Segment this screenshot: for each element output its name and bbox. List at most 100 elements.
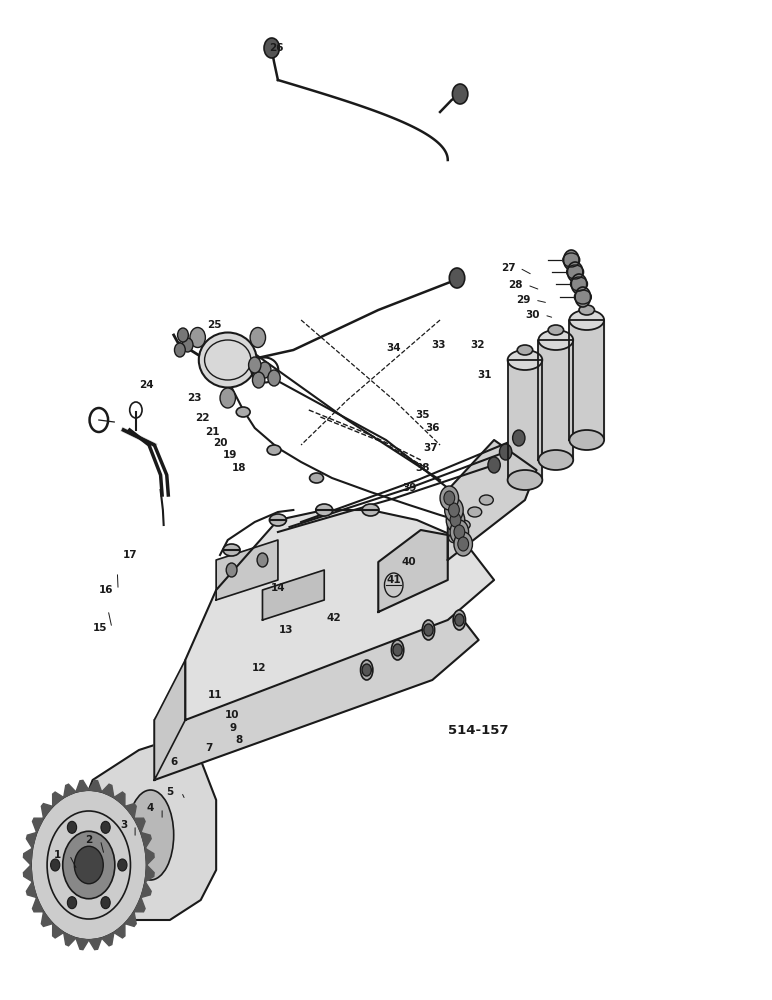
Ellipse shape (468, 507, 482, 517)
Circle shape (101, 821, 110, 833)
Polygon shape (102, 784, 114, 797)
Text: 12: 12 (252, 663, 266, 673)
Circle shape (31, 790, 147, 940)
Circle shape (444, 491, 455, 505)
Text: 10: 10 (225, 710, 239, 720)
Polygon shape (145, 848, 154, 865)
Polygon shape (66, 740, 216, 920)
Circle shape (259, 362, 271, 378)
Circle shape (174, 343, 185, 357)
Circle shape (571, 274, 587, 294)
Polygon shape (508, 360, 542, 480)
Circle shape (567, 262, 583, 282)
Text: 2: 2 (85, 835, 93, 845)
Text: 5: 5 (166, 787, 174, 797)
Polygon shape (125, 912, 136, 926)
Text: 13: 13 (279, 625, 293, 635)
Text: 16: 16 (100, 585, 113, 595)
Ellipse shape (422, 620, 435, 640)
Circle shape (449, 268, 465, 288)
Text: 37: 37 (424, 443, 438, 453)
Text: 18: 18 (232, 463, 246, 473)
Text: 29: 29 (516, 295, 530, 305)
Ellipse shape (267, 445, 281, 455)
Circle shape (268, 370, 280, 386)
Text: 514-157: 514-157 (449, 724, 509, 736)
Circle shape (250, 328, 266, 348)
Polygon shape (102, 933, 114, 946)
Text: 21: 21 (205, 427, 219, 437)
Polygon shape (42, 804, 52, 818)
Ellipse shape (361, 660, 373, 680)
Text: 8: 8 (235, 735, 243, 745)
Text: 14: 14 (271, 583, 285, 593)
Ellipse shape (391, 640, 404, 660)
Polygon shape (185, 510, 494, 720)
Text: 42: 42 (327, 613, 340, 623)
Ellipse shape (362, 504, 379, 516)
Text: 24: 24 (140, 380, 154, 390)
Text: 4: 4 (147, 803, 154, 813)
Ellipse shape (236, 407, 250, 417)
Text: 7: 7 (205, 743, 212, 753)
Text: 28: 28 (509, 280, 523, 290)
Text: 20: 20 (214, 438, 228, 448)
Polygon shape (76, 938, 89, 950)
Circle shape (488, 457, 500, 473)
Circle shape (458, 537, 469, 551)
Polygon shape (134, 818, 145, 832)
Ellipse shape (198, 332, 256, 387)
Polygon shape (538, 340, 573, 460)
Text: 22: 22 (195, 413, 209, 423)
Ellipse shape (127, 790, 174, 880)
Circle shape (575, 287, 591, 307)
Ellipse shape (508, 350, 542, 370)
Polygon shape (141, 832, 151, 848)
Text: 38: 38 (416, 463, 430, 473)
Text: 6: 6 (170, 757, 178, 767)
Ellipse shape (538, 450, 573, 470)
Text: 9: 9 (229, 723, 237, 733)
Ellipse shape (453, 610, 466, 630)
Polygon shape (154, 660, 185, 780)
Polygon shape (125, 804, 136, 818)
Circle shape (74, 846, 103, 884)
Text: 11: 11 (208, 690, 222, 700)
Circle shape (424, 624, 433, 636)
Text: 32: 32 (470, 340, 484, 350)
Polygon shape (114, 792, 125, 806)
Circle shape (101, 897, 110, 909)
Polygon shape (141, 882, 151, 898)
Text: 25: 25 (208, 320, 222, 330)
Ellipse shape (508, 470, 542, 490)
Text: 36: 36 (425, 423, 439, 433)
Polygon shape (378, 530, 448, 612)
Circle shape (190, 328, 205, 348)
Polygon shape (262, 570, 324, 620)
Circle shape (449, 503, 459, 517)
Polygon shape (448, 440, 537, 560)
Circle shape (454, 532, 472, 556)
Polygon shape (52, 792, 63, 806)
Polygon shape (89, 938, 102, 950)
Circle shape (67, 897, 76, 909)
Circle shape (178, 328, 188, 342)
Ellipse shape (456, 520, 470, 530)
Ellipse shape (569, 430, 604, 450)
Circle shape (182, 338, 193, 352)
Ellipse shape (316, 504, 333, 516)
Text: 27: 27 (501, 263, 515, 273)
Circle shape (452, 84, 468, 104)
Circle shape (450, 513, 461, 527)
Text: 30: 30 (526, 310, 540, 320)
Polygon shape (32, 818, 43, 832)
Circle shape (445, 498, 463, 522)
Text: 41: 41 (387, 575, 401, 585)
Text: 23: 23 (188, 393, 201, 403)
Text: 35: 35 (416, 410, 430, 420)
Circle shape (446, 508, 465, 532)
Polygon shape (63, 933, 76, 946)
Circle shape (440, 486, 459, 510)
Text: 33: 33 (432, 340, 445, 350)
Polygon shape (89, 780, 102, 792)
